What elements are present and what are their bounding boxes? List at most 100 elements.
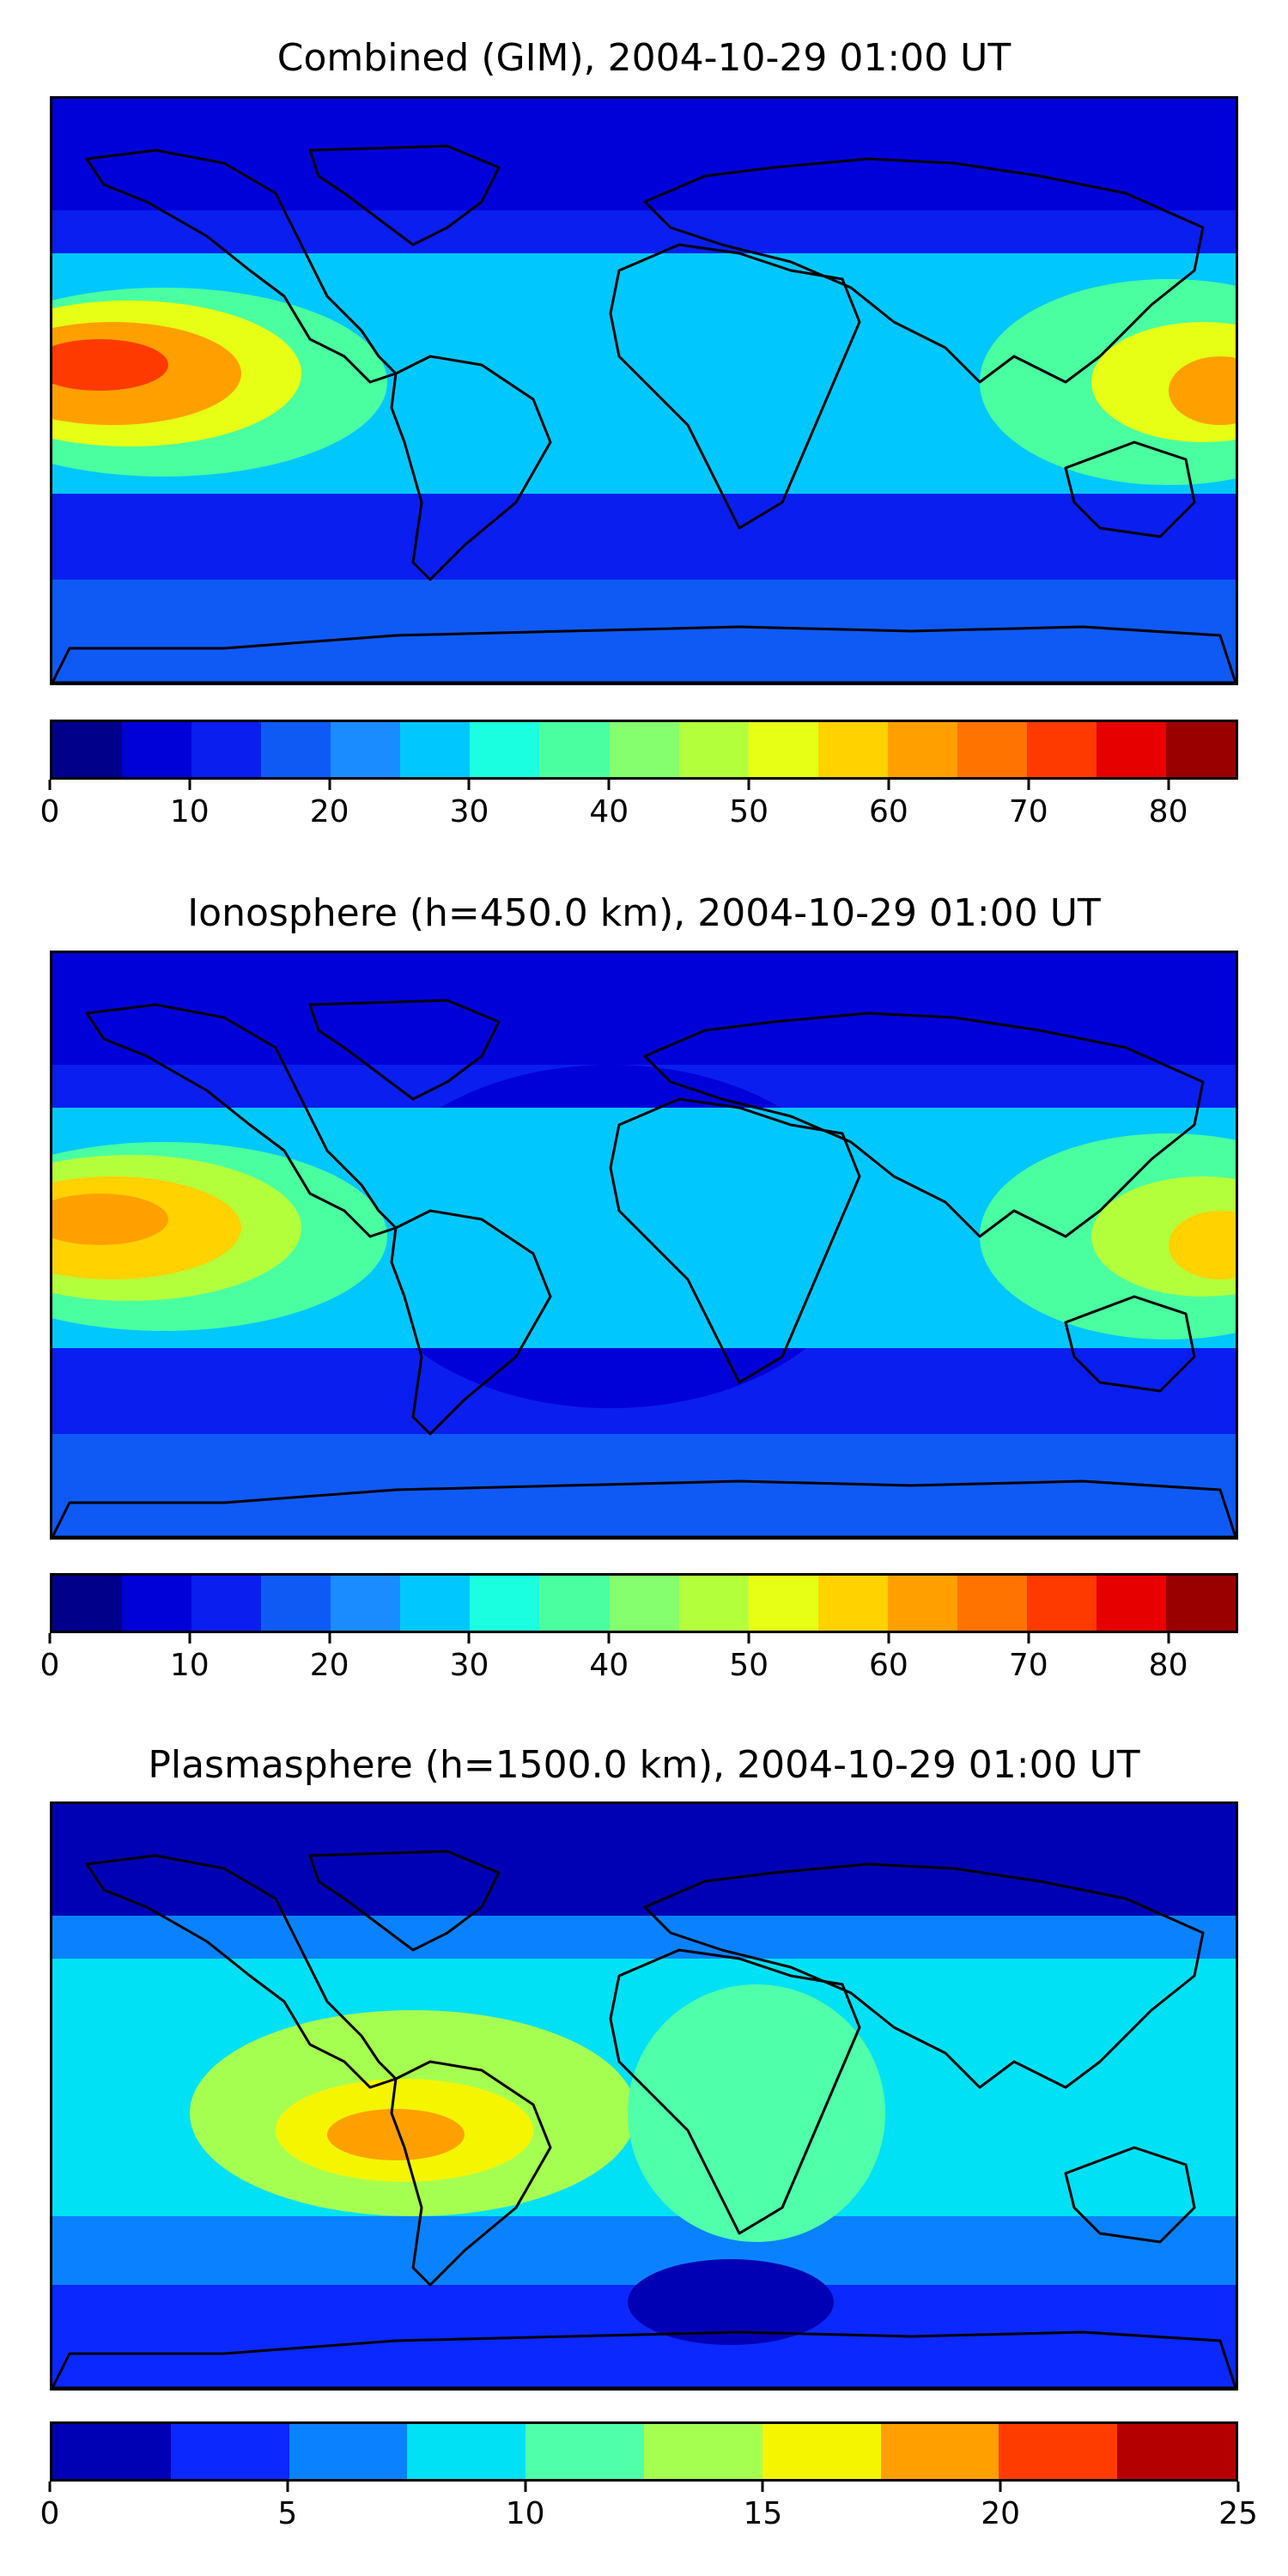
colorbar-segment [957, 722, 1027, 777]
colorbar-tick-label: 40 [589, 1648, 629, 1683]
colorbar-tick [1167, 1633, 1170, 1643]
colorbar-tick [328, 1633, 331, 1643]
coastline [643, 1012, 1205, 1238]
colorbar-segment [1117, 2424, 1236, 2479]
colorbar-tick-label: 70 [1008, 794, 1048, 829]
coastline [1064, 2146, 1196, 2244]
panel-title: Ionosphere (h=450.0 km), 2004-10-29 01:0… [187, 891, 1101, 935]
polar-cap-south [52, 1434, 1236, 1537]
colorbar-segment [1166, 722, 1236, 777]
colorbar-tick-label: 15 [743, 2496, 783, 2531]
colorbar-tick-label: 60 [869, 794, 908, 829]
colorbar-tick [887, 1633, 890, 1643]
colorbar-segment [122, 1576, 192, 1631]
colorbar-tick [524, 2482, 527, 2492]
colorbar-ticks: 0 10 20 30 40 50 60 70 80 [40, 780, 1238, 831]
colorbar-segment [748, 1576, 818, 1631]
panel-title: Plasmasphere (h=1500.0 km), 2004-10-29 0… [148, 1743, 1140, 1787]
colorbar-tick-label: 40 [589, 794, 629, 829]
tec-peak [327, 2109, 465, 2160]
colorbar-segment [887, 1576, 957, 1631]
colorbar-tick [747, 1633, 750, 1643]
coastline [390, 355, 552, 581]
colorbar-tick [48, 1633, 52, 1643]
colorbar-tick-label: 50 [729, 794, 769, 829]
colorbar-segment [817, 722, 888, 777]
coastline [609, 243, 861, 530]
polar-cap-north [52, 1804, 1236, 1916]
coastline [52, 1479, 1236, 1537]
colorbar-segment [539, 722, 610, 777]
colorbar-segment [748, 722, 818, 777]
colorbar-tick-label: 80 [1148, 1648, 1188, 1683]
tec-band [628, 1984, 885, 2242]
colorbar-segment [643, 2424, 762, 2479]
colorbar-segment [1166, 1576, 1236, 1631]
colorbar-tick [761, 2482, 764, 2492]
colorbar-ticks: 0 5 10 15 20 25 [40, 2482, 1258, 2533]
coastline [52, 625, 1236, 683]
colorbar-segment [539, 1576, 610, 1631]
polar-cap-south [52, 580, 1236, 683]
colorbar-segment [880, 2424, 999, 2479]
polar-cap-north [52, 99, 1236, 210]
colorbar [50, 2421, 1238, 2482]
coastline [390, 1209, 552, 1436]
colorbar-segment [887, 722, 957, 777]
colorbar-tick-label: 20 [309, 794, 349, 829]
tec-peak [1169, 356, 1236, 425]
colorbar-tick [188, 1633, 191, 1643]
colorbar-tick [1027, 780, 1030, 790]
tec-peak [52, 1194, 168, 1245]
colorbar-tick [747, 780, 750, 790]
tec-peak [52, 339, 168, 391]
colorbar-segment [400, 722, 471, 777]
colorbar-segment [52, 1576, 123, 1631]
tec-map [50, 1801, 1238, 2391]
colorbar-ticks: 0 10 20 30 40 50 60 70 80 [40, 1633, 1238, 1685]
coastline [643, 1862, 1205, 2089]
colorbar-tick [48, 2482, 52, 2492]
colorbar-tick-label: 60 [869, 1648, 908, 1683]
colorbar-segment [470, 1576, 540, 1631]
colorbar-tick-label: 30 [449, 794, 489, 829]
colorbar-tick [328, 780, 331, 790]
colorbar-tick-label: 50 [729, 1648, 769, 1683]
coastline [643, 157, 1205, 384]
colorbar-tick [286, 2482, 289, 2492]
colorbar-segment [762, 2424, 881, 2479]
coastline [1064, 1295, 1196, 1393]
colorbar-segment [331, 1576, 401, 1631]
colorbar-segment [52, 722, 123, 777]
colorbar-tick-label: 0 [39, 1648, 60, 1683]
colorbar [50, 1573, 1238, 1633]
colorbar-tick [1236, 2482, 1240, 2492]
colorbar-segment [817, 1576, 888, 1631]
colorbar-segment [289, 2424, 408, 2479]
colorbar-segment [407, 2424, 526, 2479]
coastline [308, 1850, 501, 1952]
colorbar-segment [261, 1576, 331, 1631]
coastline [390, 2060, 552, 2287]
colorbar-segment [678, 1576, 749, 1631]
colorbar-tick-label: 25 [1218, 2496, 1258, 2531]
colorbar-tick [48, 780, 52, 790]
tec-map [50, 951, 1238, 1540]
coastline [85, 1854, 398, 2089]
colorbar-segment [400, 1576, 471, 1631]
colorbar-tick [999, 2482, 1002, 2492]
coastline [609, 1097, 861, 1384]
colorbar-segment [1026, 1576, 1097, 1631]
colorbar-tick [1027, 1633, 1030, 1643]
colorbar-tick-label: 10 [169, 1648, 210, 1683]
colorbar-tick-label: 10 [169, 794, 210, 829]
colorbar-segment [261, 722, 331, 777]
coastline [308, 999, 501, 1101]
colorbar-segment [1096, 722, 1166, 777]
panel-title: Combined (GIM), 2004-10-29 01:00 UT [276, 36, 1012, 80]
coastline [609, 1948, 861, 2235]
colorbar-tick-label: 80 [1148, 794, 1188, 829]
colorbar-segment [678, 722, 749, 777]
colorbar-segment [609, 722, 679, 777]
colorbar-tick [467, 1633, 471, 1643]
